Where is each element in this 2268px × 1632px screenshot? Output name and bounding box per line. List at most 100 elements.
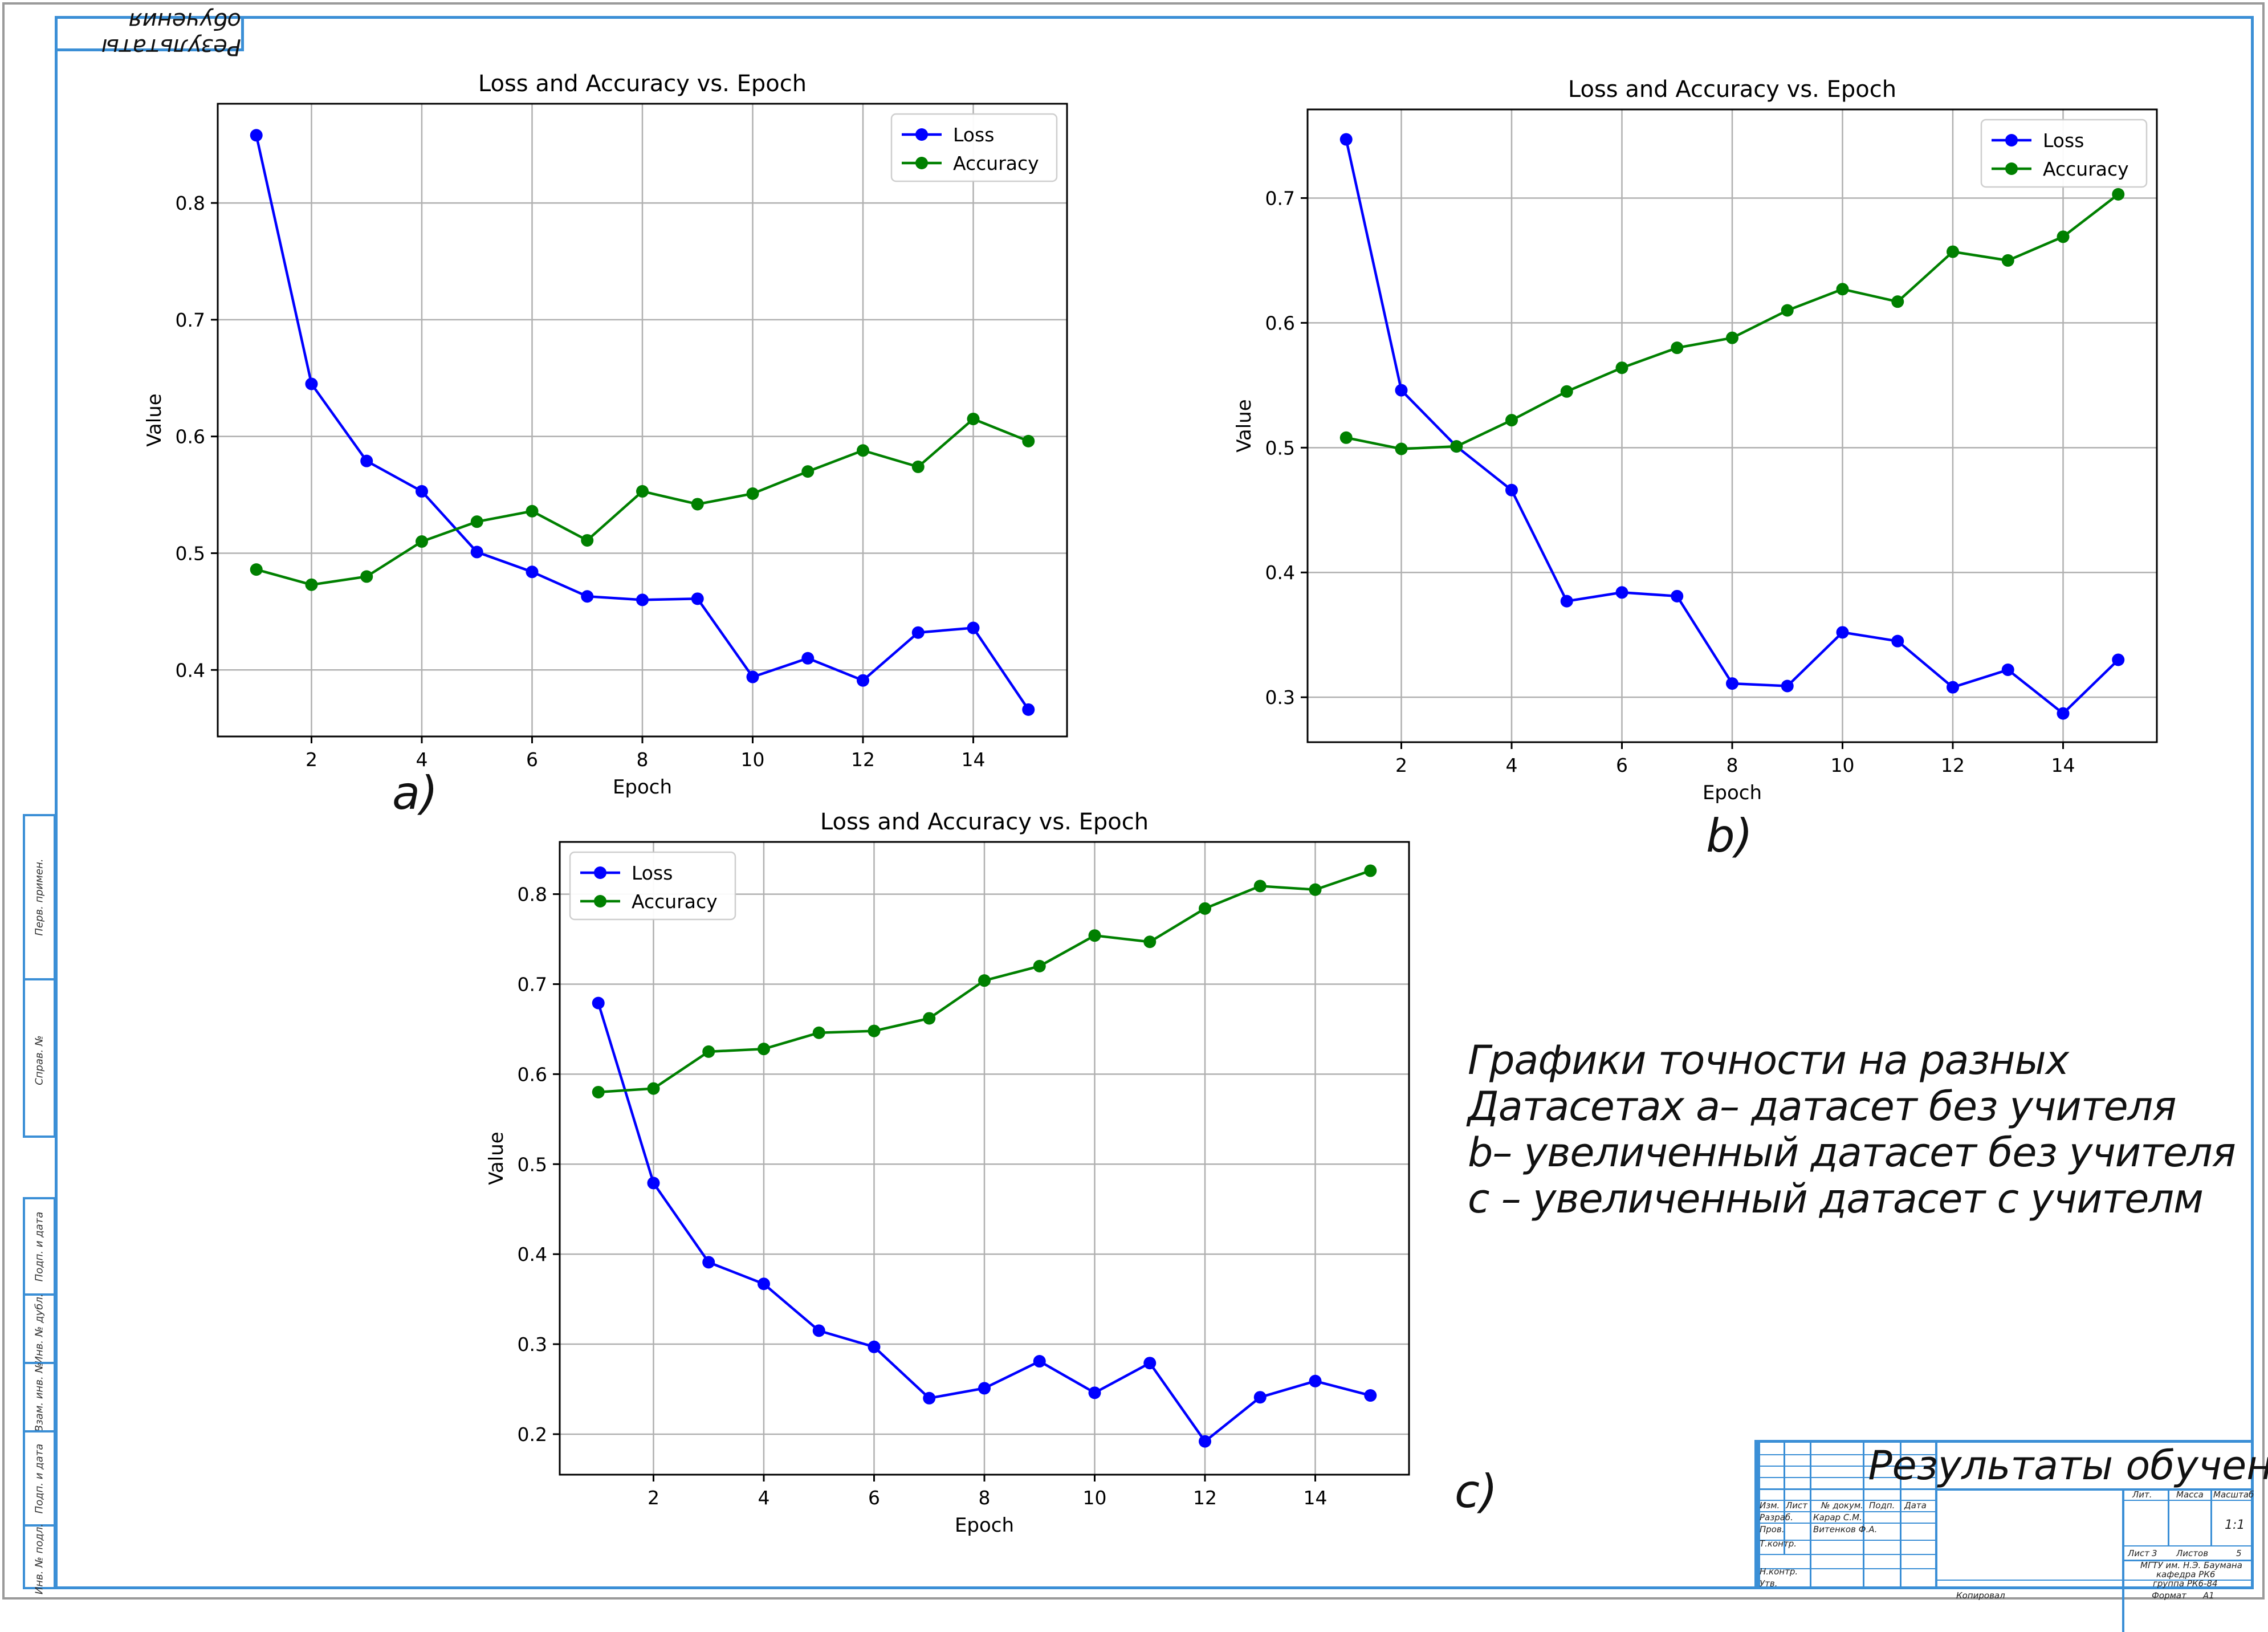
tb-org-line3: группа РК6-84	[2153, 1578, 2218, 1589]
drawing-frame	[55, 16, 2254, 1589]
x-tick-label: 14	[2051, 754, 2075, 776]
data-point-loss	[305, 377, 318, 390]
side-label: Инв. № дубл.	[33, 1293, 46, 1364]
data-point-accuracy	[1088, 929, 1101, 942]
data-point-accuracy	[978, 974, 991, 987]
figure-caption: Графики точности на разных Датасетах a– …	[1468, 1037, 2254, 1222]
tb-org-line2: кафедра РК6	[2156, 1569, 2216, 1580]
data-point-accuracy	[1339, 431, 1353, 444]
tb-razrab-label: Разраб.	[1760, 1512, 1793, 1523]
panel-label-a: a)	[392, 767, 438, 820]
legend-box	[569, 851, 736, 921]
data-point-loss	[1022, 703, 1035, 716]
chart-svg: 2 4 6 8 10 12 14 0.4 0.5 0.6 0.7 0.8 Loss and Accura…	[143, 71, 1068, 799]
side-cell: Подп. и дата	[25, 1199, 54, 1293]
x-axis-label: Epoch	[1703, 782, 1762, 804]
tb-doc: № докум.	[1821, 1500, 1863, 1511]
tb-line	[1757, 1443, 1760, 1586]
tb-masshtab-label: Масштаб	[2213, 1489, 2254, 1500]
data-point-loss	[360, 454, 373, 467]
legend-label: Accuracy	[953, 152, 1039, 174]
tb-prov-name: Витенков Ф.А.	[1813, 1524, 1878, 1535]
data-point-loss	[812, 1324, 825, 1337]
data-point-loss	[1726, 677, 1738, 690]
y-tick-label: 0.4	[518, 1243, 547, 1265]
side-label: Подп. и дата	[33, 1211, 46, 1281]
data-point-loss	[636, 593, 649, 607]
tb-line	[1784, 1443, 1785, 1554]
data-point-accuracy	[647, 1082, 660, 1095]
chart-svg: 2 4 6 8 10 12 14 0.3 0.4 0.5 0.6 0.7 Loss and Accura…	[1233, 76, 2158, 804]
data-point-accuracy	[1615, 361, 1628, 375]
tb-line	[1757, 1500, 1935, 1501]
data-point-accuracy	[592, 1085, 605, 1098]
side-label: Подп. и дата	[33, 1443, 46, 1513]
side-label: Взам. инв. №	[33, 1362, 46, 1432]
legend-marker	[594, 866, 606, 879]
x-tick-label: 2	[648, 1487, 659, 1509]
tb-list: Лист	[1786, 1500, 1808, 1511]
x-tick-label: 8	[637, 748, 649, 771]
data-point-loss	[1143, 1357, 1157, 1370]
x-tick-label: 14	[1304, 1487, 1328, 1509]
tb-nkontr-label: Н.контр.	[1760, 1566, 1798, 1577]
data-point-accuracy	[1891, 295, 1904, 308]
data-point-accuracy	[857, 444, 870, 457]
y-tick-label: 0.5	[518, 1153, 547, 1175]
x-tick-label: 6	[868, 1487, 880, 1509]
x-tick-label: 12	[851, 748, 875, 771]
tb-line	[1757, 1523, 1935, 1524]
header-tab-text: Результаты обучения	[101, 7, 241, 60]
data-point-loss	[526, 565, 539, 579]
tb-data: Дата	[1904, 1500, 1927, 1511]
side-cell: Подп. и дата	[25, 1430, 54, 1524]
legend-marker	[2005, 134, 2018, 146]
data-point-loss	[1781, 679, 1794, 693]
data-point-loss	[911, 626, 925, 639]
data-point-loss	[2057, 707, 2070, 720]
data-point-accuracy	[305, 578, 318, 591]
data-point-loss	[2001, 664, 2014, 677]
data-point-accuracy	[923, 1012, 936, 1025]
side-column-lower: Подп. и дата Инв. № дубл. Взам. инв. № П…	[23, 1197, 56, 1594]
data-point-loss	[1309, 1374, 1322, 1387]
data-point-accuracy	[360, 570, 373, 583]
data-point-loss	[868, 1340, 881, 1353]
tb-line	[1757, 1477, 1935, 1478]
tb-line	[1863, 1443, 1864, 1586]
data-point-loss	[746, 670, 759, 683]
data-point-accuracy	[868, 1024, 881, 1037]
x-tick-label: 6	[1616, 754, 1628, 776]
legend-box	[890, 113, 1058, 182]
data-point-loss	[415, 485, 428, 498]
x-tick-label: 10	[1083, 1487, 1107, 1509]
data-point-loss	[702, 1256, 715, 1269]
data-point-accuracy	[415, 535, 428, 548]
tb-line	[1900, 1443, 1901, 1586]
side-cell: Инв. № подл.	[25, 1524, 54, 1594]
data-point-loss	[1891, 634, 1904, 648]
y-tick-label: 0.4	[1265, 561, 1295, 584]
y-tick-label: 0.3	[1265, 686, 1295, 709]
tb-list-value: 3	[2152, 1548, 2157, 1558]
y-tick-label: 0.7	[176, 309, 205, 331]
data-point-loss	[581, 590, 594, 603]
tb-line	[1935, 1443, 1937, 1586]
data-point-accuracy	[1726, 331, 1738, 344]
y-tick-label: 0.6	[1265, 312, 1295, 334]
data-point-loss	[1671, 589, 1684, 603]
data-point-accuracy	[1033, 959, 1046, 972]
y-axis-label: Value	[143, 393, 166, 446]
data-point-loss	[1253, 1391, 1267, 1404]
caption-line: Датасетах a– датасет без учителя	[1468, 1083, 2177, 1130]
data-point-accuracy	[470, 515, 483, 528]
tb-line	[2168, 1488, 2169, 1545]
title-block: Результаты обучения Изм. Лист № докум. П…	[1754, 1440, 2268, 1632]
tb-org-line1: МГТУ им. Н.Э. Баумана	[2140, 1560, 2242, 1570]
data-point-loss	[1033, 1355, 1046, 1368]
data-point-loss	[857, 674, 870, 687]
chart-title: Loss and Accuracy vs. Epoch	[478, 71, 807, 97]
y-tick-label: 0.3	[518, 1333, 547, 1356]
y-axis-label: Value	[1233, 399, 1256, 452]
side-cell: Справ. №	[25, 978, 54, 1140]
